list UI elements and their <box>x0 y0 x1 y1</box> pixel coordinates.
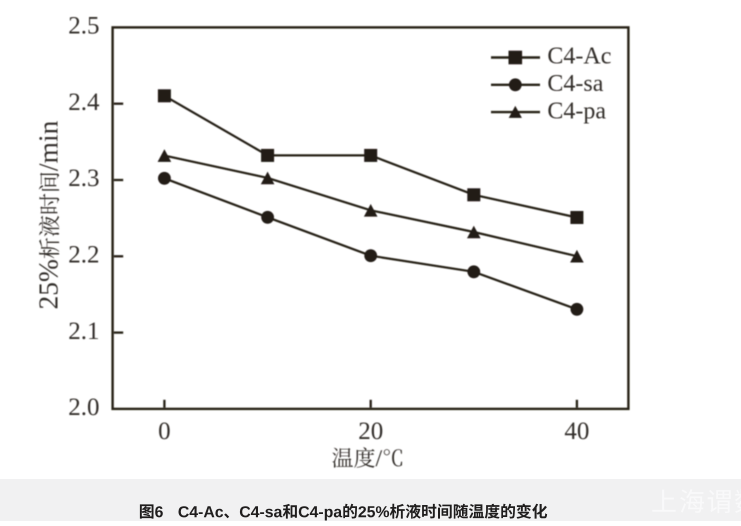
svg-text:2.2: 2.2 <box>68 242 99 269</box>
svg-text:0: 0 <box>158 418 171 445</box>
svg-text:40: 40 <box>564 418 589 445</box>
svg-text:C4-sa: C4-sa <box>547 71 603 97</box>
svg-text:2.4: 2.4 <box>68 89 100 116</box>
svg-text:2.3: 2.3 <box>68 165 99 192</box>
svg-text:2.1: 2.1 <box>68 318 99 345</box>
svg-text:C4-Ac: C4-Ac <box>547 44 611 70</box>
svg-text:2.5: 2.5 <box>68 13 99 40</box>
svg-text:2.0: 2.0 <box>68 394 99 421</box>
svg-text:C4-pa: C4-pa <box>547 98 606 124</box>
svg-text:20: 20 <box>358 418 383 445</box>
